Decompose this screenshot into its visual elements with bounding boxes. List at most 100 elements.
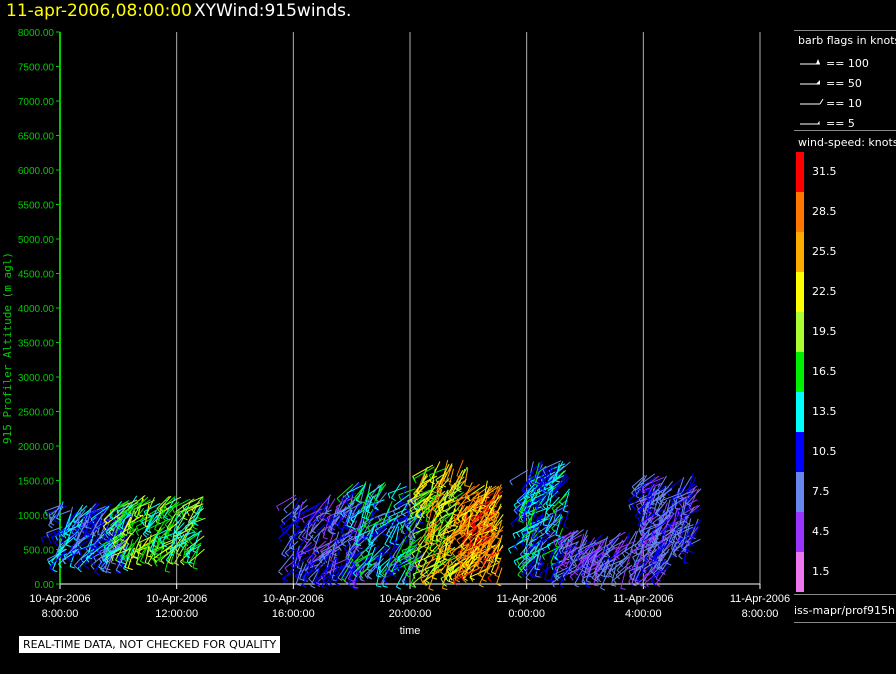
- wind-barb: [441, 489, 449, 511]
- x-axis-label: time: [400, 625, 421, 637]
- wind-barb: [124, 547, 131, 568]
- wind-barb-feather: [687, 540, 693, 545]
- wind-barb-feather: [641, 584, 647, 588]
- wind-barb: [687, 519, 702, 535]
- wind-barb: [282, 568, 299, 579]
- wind-barb: [542, 546, 561, 556]
- wind-barb: [429, 468, 446, 476]
- wind-barb-feather: [557, 555, 563, 558]
- wind-barb-feather: [354, 561, 359, 567]
- wind-barb: [648, 543, 658, 559]
- wind-barb: [667, 496, 677, 512]
- wind-barb-feather: [600, 574, 606, 578]
- wind-barb: [116, 502, 131, 517]
- wind-barb: [79, 544, 95, 551]
- wind-barb: [678, 540, 692, 557]
- wind-barb-feather: [518, 520, 524, 523]
- wind-barb-feather: [412, 533, 416, 539]
- wind-barb: [354, 530, 371, 538]
- wind-barb: [160, 546, 176, 561]
- wind-barb-feather: [435, 536, 439, 542]
- barb-flag-legend: barb flags in knots == 100 == 50 == 10 == 5: [794, 30, 896, 128]
- wind-barb: [651, 483, 661, 504]
- wind-barb-feather: [649, 506, 655, 509]
- wind-barb: [430, 487, 441, 510]
- wind-barb-feather: [49, 522, 55, 526]
- wind-barb-feather: [594, 571, 599, 576]
- wind-barb-feather: [68, 560, 74, 565]
- wind-barb-feather: [432, 534, 438, 537]
- wind-barb: [460, 532, 473, 547]
- wind-barb: [655, 569, 667, 585]
- wind-barb-feather: [96, 516, 101, 522]
- speed-swatch: [796, 312, 804, 352]
- y-axis-label: 915 Profiler Altitude (m agl): [1, 252, 14, 444]
- wind-barb-feather: [678, 502, 683, 508]
- wind-barb-feather: [657, 489, 663, 494]
- wind-barb-feather: [293, 563, 299, 567]
- wind-barb-feather: [537, 536, 543, 539]
- speed-label: 4.5: [812, 525, 830, 538]
- wind-barb-feather: [555, 534, 561, 538]
- wind-barb-feather: [116, 557, 122, 562]
- wind-barb-feather: [159, 538, 163, 544]
- wind-barb: [182, 500, 192, 518]
- wind-barb-feather: [65, 544, 71, 548]
- title-name: XYWind:915winds.: [194, 1, 352, 21]
- wind-barb: [549, 488, 554, 505]
- wind-barb: [395, 526, 400, 545]
- wind-barb-feather: [581, 581, 587, 585]
- wind-barb: [329, 564, 345, 584]
- wind-barb: [366, 547, 376, 570]
- wind-barb-feather: [281, 553, 287, 558]
- wind-barb-feather: [478, 559, 484, 564]
- wind-barb-feather: [489, 531, 495, 534]
- wind-barb-feather: [123, 568, 129, 572]
- wind-barb-feather: [557, 542, 562, 548]
- wind-barb: [538, 531, 553, 542]
- wind-barb-feather: [153, 558, 158, 563]
- wind-barb: [593, 552, 607, 573]
- wind-barb-feather: [647, 550, 652, 555]
- wind-barb: [334, 563, 343, 584]
- wind-barb-feather: [620, 587, 626, 591]
- wind-barb: [551, 516, 564, 529]
- wind-barb-feather: [675, 507, 681, 510]
- wind-barb-feather: [310, 585, 316, 589]
- wind-barb: [690, 518, 699, 537]
- wind-barb-feather: [445, 577, 450, 583]
- wind-barb: [532, 521, 543, 538]
- wind-barb-feather: [188, 540, 193, 545]
- wind-barb: [550, 558, 563, 580]
- wind-barb-feather: [661, 532, 666, 537]
- wind-barb: [316, 568, 333, 584]
- wind-barb: [633, 549, 642, 567]
- wind-barb: [348, 562, 356, 586]
- wind-barb-feather: [144, 562, 151, 565]
- wind-barb: [662, 526, 682, 538]
- wind-barb-feather: [519, 510, 525, 514]
- wind-barb-feather: [319, 517, 324, 522]
- wind-barb-feather: [438, 551, 444, 555]
- wind-barb: [109, 500, 123, 517]
- wind-barb-feather: [447, 567, 452, 572]
- wind-barb: [637, 495, 654, 512]
- wind-barb-feather: [417, 543, 423, 548]
- wind-barb: [447, 553, 464, 569]
- wind-barb-feather: [513, 509, 518, 515]
- wind-barb: [355, 521, 365, 545]
- wind-barb: [183, 542, 202, 554]
- wind-barb-feather: [687, 493, 693, 497]
- wind-barb-feather: [539, 573, 543, 579]
- wind-barb-feather: [522, 567, 527, 572]
- wind-barb: [110, 514, 126, 526]
- wind-barb-feather: [478, 584, 484, 588]
- y-tick-label: 7000.00: [18, 97, 55, 108]
- wind-barb-feather: [172, 539, 176, 545]
- wind-barb-feather: [90, 565, 95, 570]
- wind-barb: [481, 518, 489, 537]
- wind-barb-feather: [411, 552, 415, 558]
- wind-barb: [421, 555, 435, 574]
- wind-barb: [346, 545, 354, 566]
- y-tick-label: 7500.00: [18, 63, 55, 74]
